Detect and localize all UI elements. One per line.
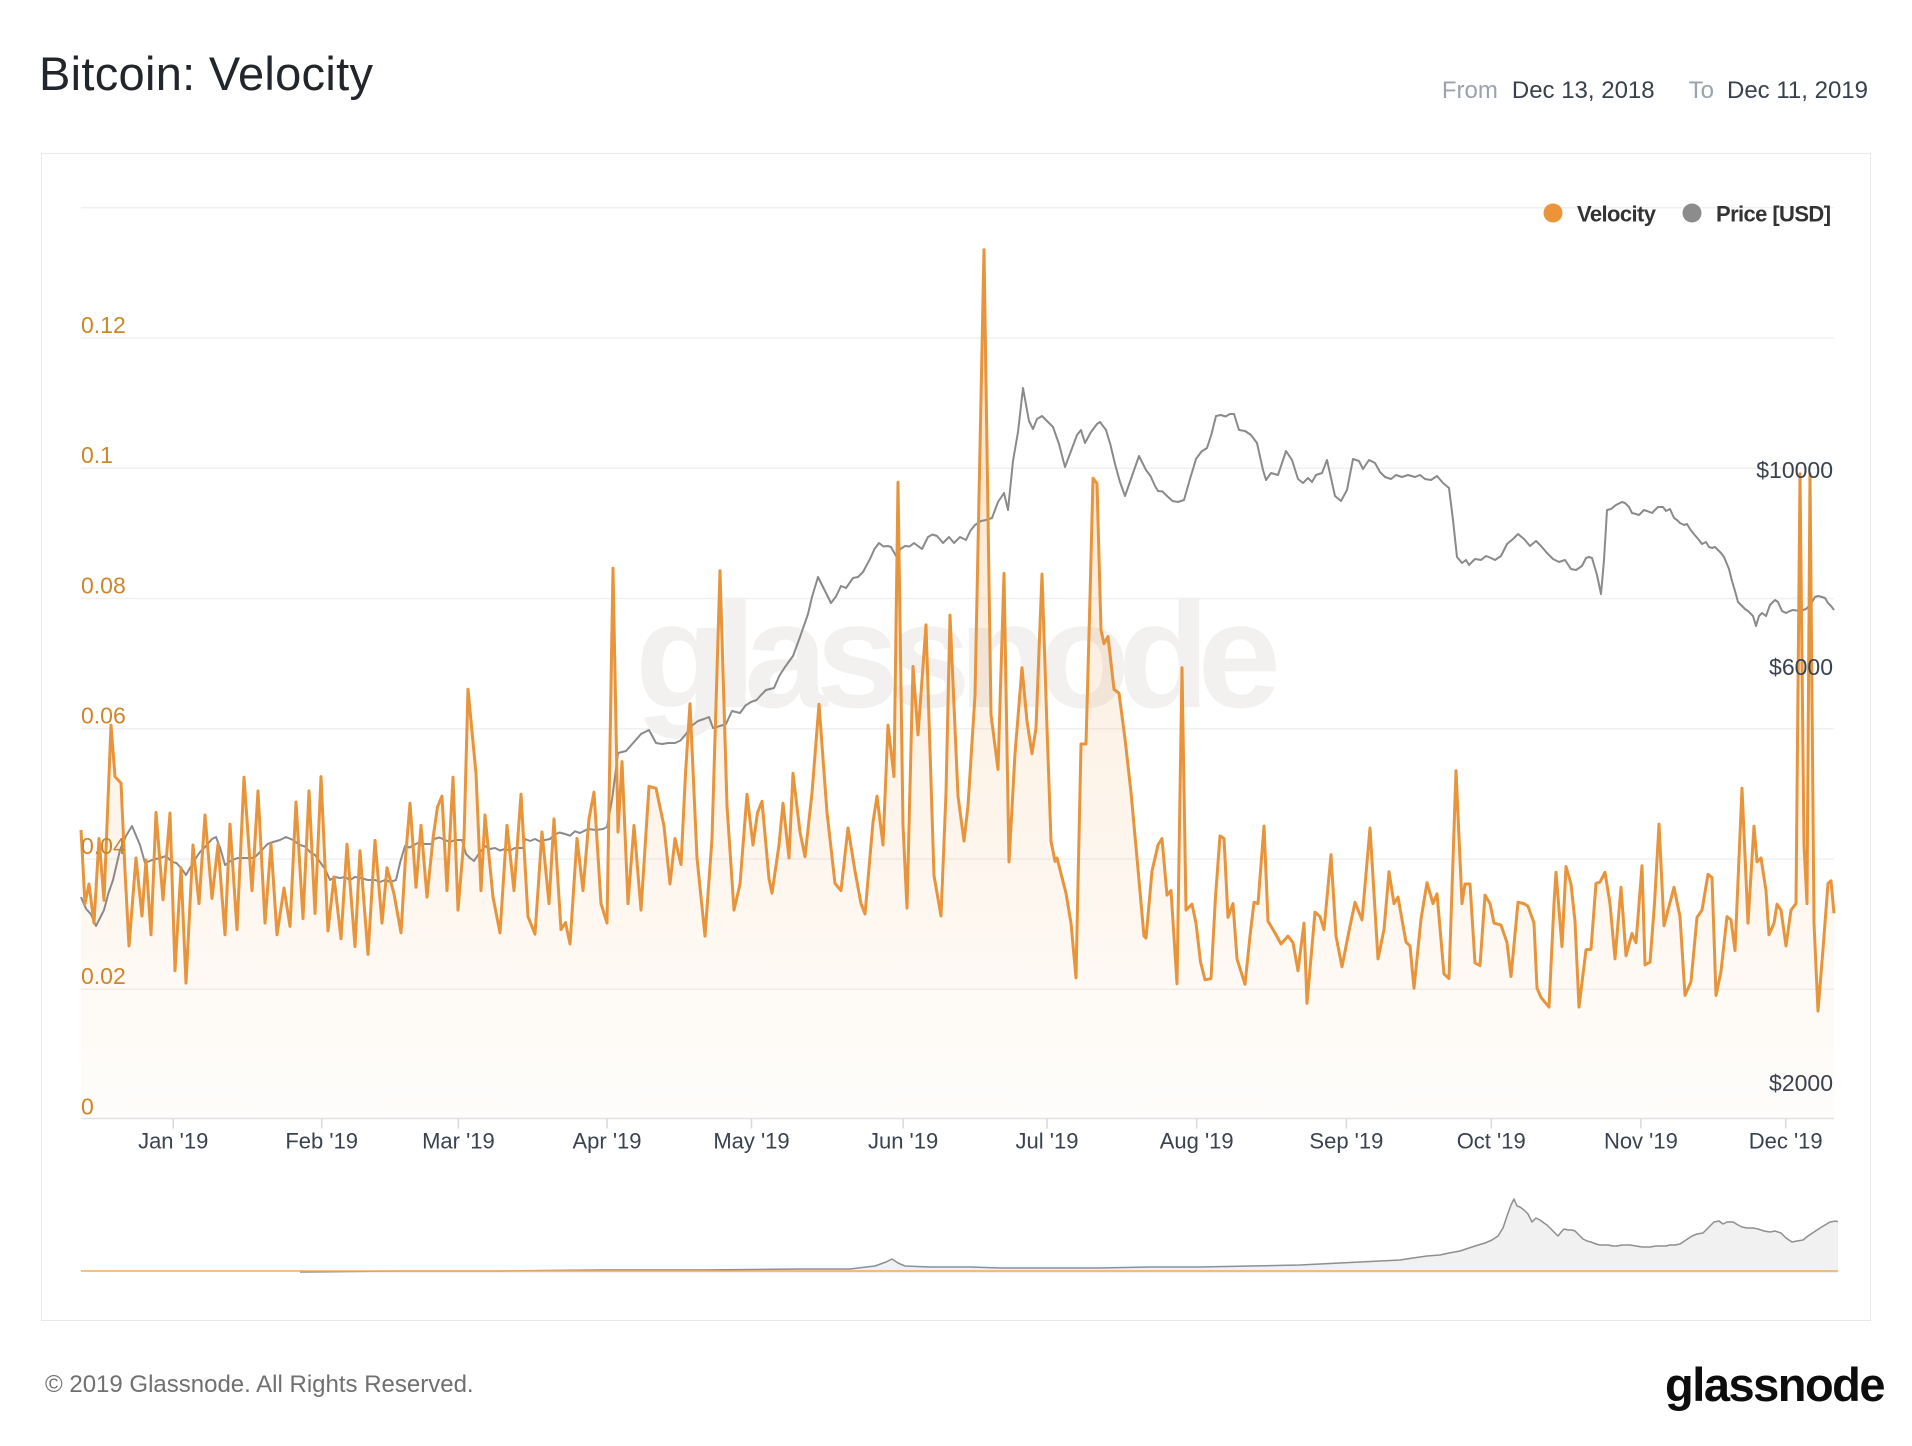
svg-text:0.06: 0.06: [81, 703, 126, 729]
svg-text:Aug '19: Aug '19: [1160, 1129, 1234, 1154]
svg-text:0.02: 0.02: [81, 963, 126, 989]
svg-text:Apr '19: Apr '19: [572, 1129, 641, 1154]
svg-text:Oct '19: Oct '19: [1457, 1129, 1526, 1154]
svg-text:0.12: 0.12: [81, 312, 126, 338]
svg-text:Jul '19: Jul '19: [1016, 1129, 1079, 1154]
svg-text:Feb '19: Feb '19: [285, 1129, 358, 1154]
svg-text:0: 0: [81, 1093, 94, 1119]
svg-text:May '19: May '19: [713, 1129, 789, 1154]
svg-text:Sep '19: Sep '19: [1309, 1129, 1383, 1154]
svg-text:$6000: $6000: [1769, 654, 1833, 680]
svg-text:Price [USD]: Price [USD]: [1716, 202, 1831, 227]
svg-text:Dec '19: Dec '19: [1749, 1129, 1823, 1154]
svg-text:Velocity: Velocity: [1577, 202, 1657, 227]
svg-text:Mar '19: Mar '19: [422, 1129, 495, 1154]
svg-text:0.08: 0.08: [81, 573, 126, 599]
svg-text:Nov '19: Nov '19: [1604, 1129, 1678, 1154]
svg-text:0.04: 0.04: [81, 833, 126, 859]
svg-text:Jun '19: Jun '19: [868, 1129, 938, 1154]
svg-text:Jan '19: Jan '19: [138, 1129, 208, 1154]
svg-text:$2000: $2000: [1769, 1070, 1833, 1096]
svg-text:0.1: 0.1: [81, 442, 113, 468]
svg-text:glassnode: glassnode: [635, 571, 1276, 739]
svg-text:$10000: $10000: [1756, 457, 1833, 483]
